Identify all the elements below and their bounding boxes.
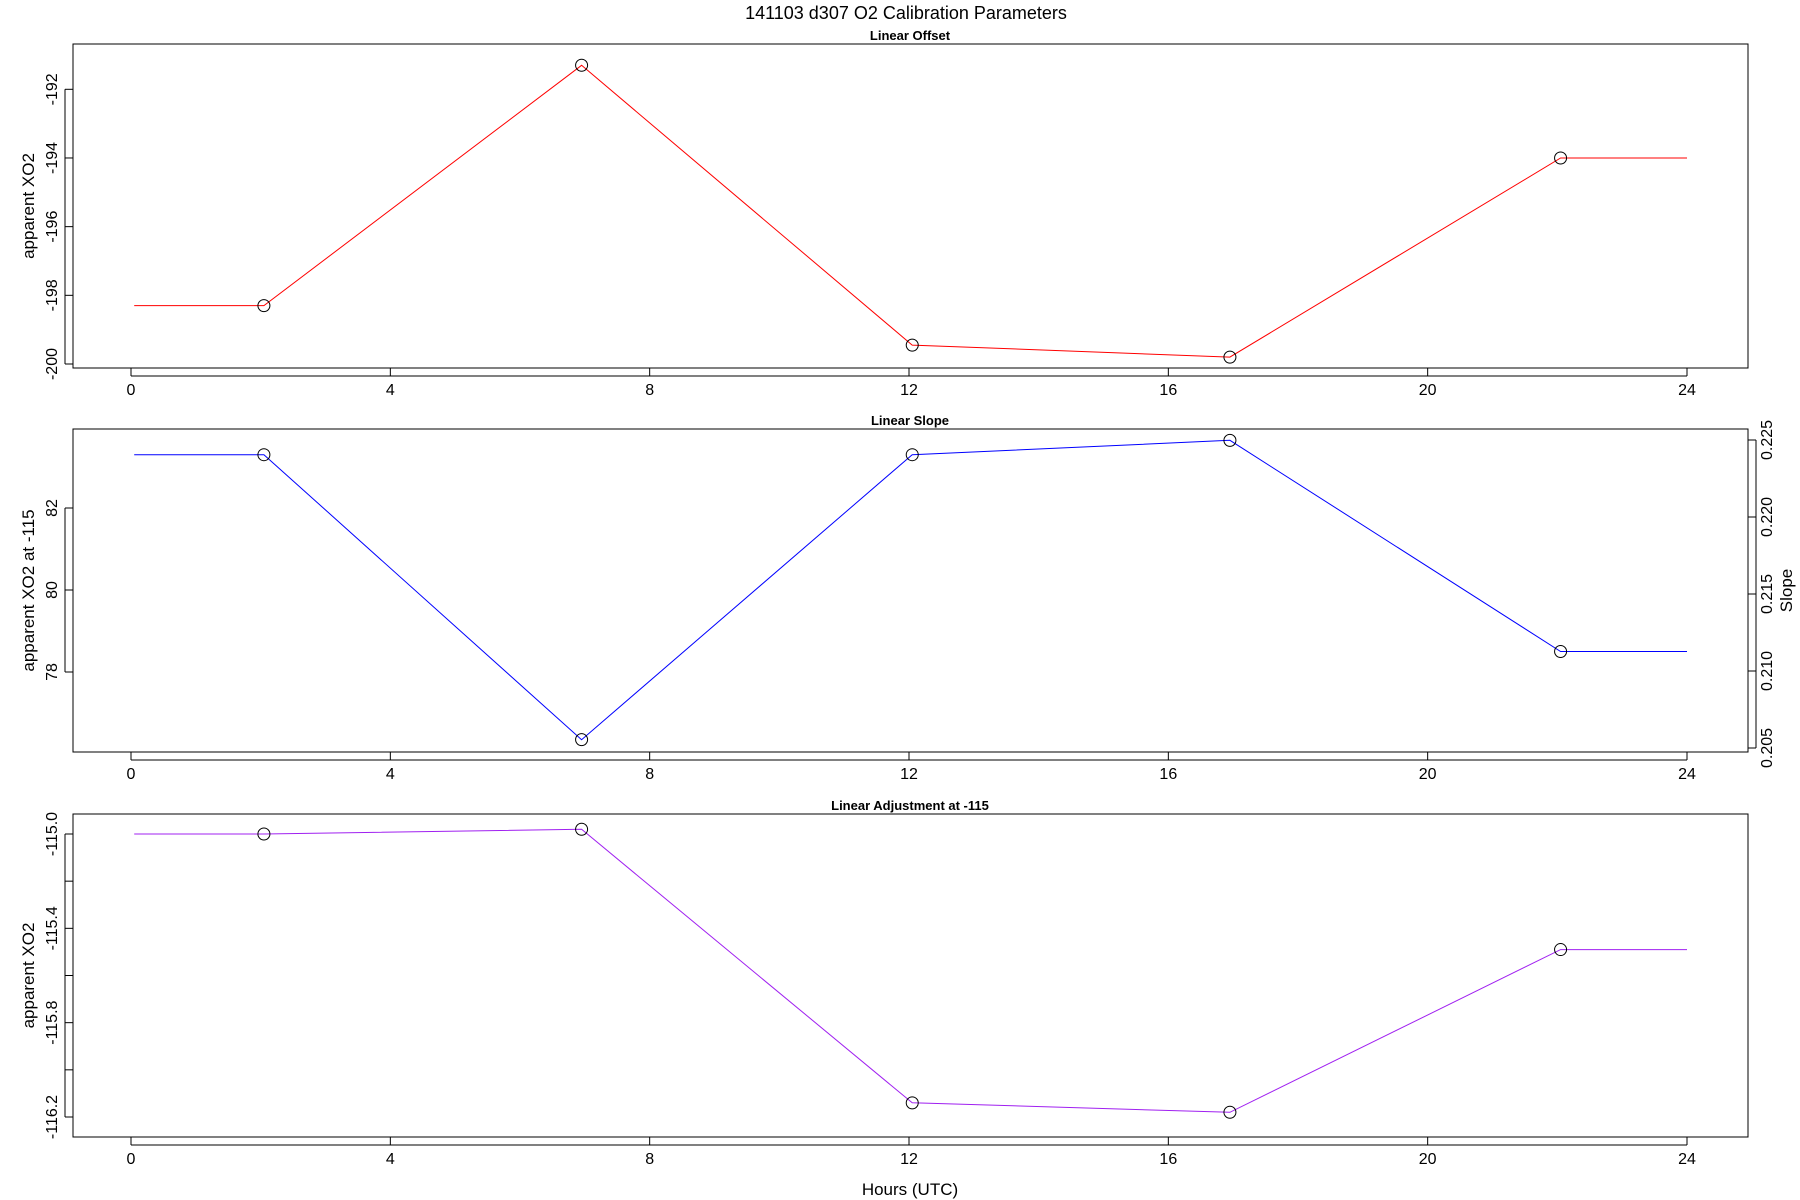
y-right-tick-label: 0.210 xyxy=(1759,651,1776,691)
y-tick-label: -194 xyxy=(44,142,61,174)
x-tick-label: 20 xyxy=(1419,1151,1437,1168)
data-point xyxy=(1223,1105,1237,1119)
x-tick-label: 8 xyxy=(645,766,654,783)
panel-title: Linear Adjustment at -115 xyxy=(831,798,989,813)
x-axis-label: Hours (UTC) xyxy=(862,1180,958,1199)
y-tick-label: 82 xyxy=(44,499,61,517)
panel-frame xyxy=(72,43,1749,369)
data-point xyxy=(1223,350,1237,364)
data-point xyxy=(575,822,589,836)
series-line xyxy=(134,828,1687,1113)
chart-panels: Linear Offset 0 4 8 12 16 20 24 -200 -198 -196 -194… xyxy=(19,28,1796,1168)
data-point xyxy=(905,1096,919,1110)
series-line xyxy=(134,439,1687,741)
x-tick-label: 24 xyxy=(1678,1151,1696,1168)
y-right-tick-label: 0.225 xyxy=(1759,420,1776,460)
y-right-axis-label: Slope xyxy=(1777,569,1796,612)
chart-title: 141103 d307 O2 Calibration Parameters xyxy=(745,3,1067,23)
data-point xyxy=(905,448,919,462)
panel-frame xyxy=(72,428,1749,753)
y-tick-label: -192 xyxy=(44,73,61,105)
x-tick-label: 16 xyxy=(1159,1151,1177,1168)
x-tick-label: 4 xyxy=(386,382,395,399)
y-tick-label: -115.4 xyxy=(44,906,61,950)
data-point xyxy=(1554,645,1568,658)
x-tick-label: 8 xyxy=(645,1151,654,1168)
data-point xyxy=(257,827,271,841)
data-point xyxy=(1554,151,1568,165)
x-tick-label: 24 xyxy=(1678,382,1696,399)
y-tick-label: -196 xyxy=(44,211,61,243)
x-tick-label: 24 xyxy=(1678,766,1696,783)
x-tick-label: 12 xyxy=(900,1151,918,1168)
x-tick-label: 0 xyxy=(127,382,136,399)
y-right-tick-label: 0.215 xyxy=(1759,574,1776,614)
x-tick-label: 0 xyxy=(127,1151,136,1168)
panel-title: Linear Offset xyxy=(870,28,951,43)
x-tick-label: 16 xyxy=(1159,382,1177,399)
series-line xyxy=(134,64,1687,358)
x-tick-label: 0 xyxy=(127,766,136,783)
x-tick-label: 12 xyxy=(900,382,918,399)
y-right-tick-label: 0.205 xyxy=(1759,728,1776,768)
x-tick-label: 4 xyxy=(386,766,395,783)
y-tick-label: -115.8 xyxy=(44,1000,61,1044)
panel-2: Linear Slope 0 4 8 12 16 20 24 78 80 82 apparent XO… xyxy=(19,413,1796,783)
data-point xyxy=(905,338,919,352)
x-tick-label: 12 xyxy=(900,766,918,783)
x-tick-label: 4 xyxy=(386,1151,395,1168)
y-tick-label: -116.2 xyxy=(44,1095,61,1139)
panel-frame xyxy=(72,813,1749,1138)
y-axis-label: apparent XO2 xyxy=(19,153,38,259)
panel-1: Linear Offset 0 4 8 12 16 20 24 -200 -198 -196 -194… xyxy=(19,28,1749,399)
data-point xyxy=(257,299,271,313)
data-point xyxy=(1554,943,1568,957)
data-point xyxy=(1223,433,1237,447)
x-tick-label: 20 xyxy=(1419,382,1437,399)
x-tick-label: 8 xyxy=(645,382,654,399)
panel-title: Linear Slope xyxy=(871,413,949,428)
y-axis-label: apparent XO2 xyxy=(19,923,38,1029)
x-tick-label: 20 xyxy=(1419,766,1437,783)
data-point xyxy=(575,733,589,747)
y-tick-label: -198 xyxy=(44,279,61,311)
data-point xyxy=(257,448,271,462)
x-tick-label: 16 xyxy=(1159,766,1177,783)
y-axis-label: apparent XO2 at -115 xyxy=(19,509,38,671)
y-tick-label: 80 xyxy=(44,581,61,599)
panel-3: Linear Adjustment at -115 0 4 8 12 16 20 24 -116… xyxy=(19,798,1749,1168)
y-right-tick-label: 0.220 xyxy=(1759,497,1776,537)
y-tick-label: -200 xyxy=(44,348,61,380)
y-tick-label: -115.0 xyxy=(44,812,61,856)
data-point xyxy=(575,58,589,72)
y-tick-label: 78 xyxy=(44,663,61,681)
